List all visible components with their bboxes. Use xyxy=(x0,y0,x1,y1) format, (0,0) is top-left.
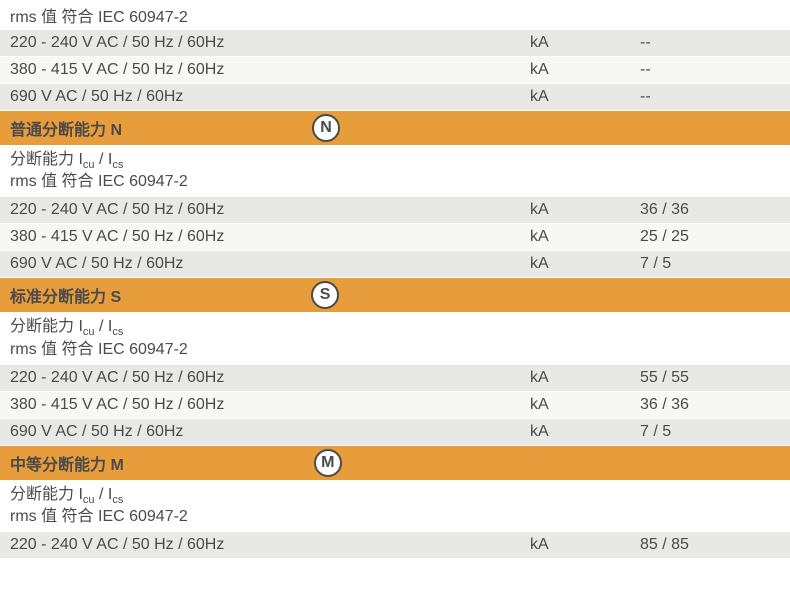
section-title: 中等分断能力 M M xyxy=(10,449,530,477)
row-label: 220 - 240 V AC / 50 Hz / 60Hz xyxy=(10,369,530,387)
row-value: 25 / 25 xyxy=(640,228,780,246)
section-header: 普通分断能力 N N xyxy=(0,111,790,146)
subscript: cs xyxy=(112,494,123,506)
breaking-capacity-label: 分断能力 Icu / Ics xyxy=(10,150,780,172)
row-unit: kA xyxy=(530,61,640,79)
row-label: 220 - 240 V AC / 50 Hz / 60Hz xyxy=(10,536,530,554)
row-unit: kA xyxy=(530,423,640,441)
row-unit: kA xyxy=(530,536,640,554)
row-unit: kA xyxy=(530,228,640,246)
section-subheader: 分断能力 Icu / Icsrms 值 符合 IEC 60947-2 xyxy=(0,481,790,532)
table-row: 380 - 415 V AC / 50 Hz / 60HzkA-- xyxy=(0,57,790,84)
section-title-text: 标准分断能力 S xyxy=(10,283,121,307)
row-label: 690 V AC / 50 Hz / 60Hz xyxy=(10,255,530,273)
row-value: 7 / 5 xyxy=(640,255,780,273)
section-header: 标准分断能力 S S xyxy=(0,278,790,313)
table-row: 220 - 240 V AC / 50 Hz / 60HzkA85 / 85 xyxy=(0,532,790,559)
row-unit: kA xyxy=(530,396,640,414)
row-unit: kA xyxy=(530,369,640,387)
row-label: 380 - 415 V AC / 50 Hz / 60Hz xyxy=(10,61,530,79)
row-label: 690 V AC / 50 Hz / 60Hz xyxy=(10,423,530,441)
section-header: 中等分断能力 M M xyxy=(0,446,790,481)
badge-icon: N xyxy=(312,114,340,142)
row-value: -- xyxy=(640,61,780,79)
rms-standard-label: rms 值 符合 IEC 60947-2 xyxy=(10,507,780,528)
subscript: cs xyxy=(112,326,123,338)
row-unit: kA xyxy=(530,255,640,273)
section-title: 标准分断能力 S S xyxy=(10,281,530,309)
table-row: 380 - 415 V AC / 50 Hz / 60HzkA36 / 36 xyxy=(0,392,790,419)
breaking-capacity-label: 分断能力 Icu / Ics xyxy=(10,317,780,339)
row-value: 36 / 36 xyxy=(640,201,780,219)
badge-icon: M xyxy=(314,449,342,477)
section-subheader: 分断能力 Icu / Icsrms 值 符合 IEC 60947-2 xyxy=(0,313,790,364)
row-value: 7 / 5 xyxy=(640,423,780,441)
table-row: 380 - 415 V AC / 50 Hz / 60HzkA25 / 25 xyxy=(0,224,790,251)
table-row: 220 - 240 V AC / 50 Hz / 60HzkA55 / 55 xyxy=(0,365,790,392)
section-subheader: 分断能力 Icu / Icsrms 值 符合 IEC 60947-2 xyxy=(0,146,790,197)
rms-standard-label: rms 值 符合 IEC 60947-2 xyxy=(10,340,780,361)
section-title: 普通分断能力 N N xyxy=(10,114,530,142)
table-row: 690 V AC / 50 Hz / 60HzkA7 / 5 xyxy=(0,419,790,446)
row-value: 55 / 55 xyxy=(640,369,780,387)
row-value: 85 / 85 xyxy=(640,536,780,554)
row-unit: kA xyxy=(530,34,640,52)
table-row: 220 - 240 V AC / 50 Hz / 60HzkA36 / 36 xyxy=(0,197,790,224)
section-title-text: 中等分断能力 M xyxy=(10,451,124,475)
row-label: 690 V AC / 50 Hz / 60Hz xyxy=(10,88,530,106)
row-label: 220 - 240 V AC / 50 Hz / 60Hz xyxy=(10,201,530,219)
table-row: 690 V AC / 50 Hz / 60HzkA-- xyxy=(0,84,790,111)
rms-standard-label: rms 值 符合 IEC 60947-2 xyxy=(10,172,780,193)
table-row: 690 V AC / 50 Hz / 60HzkA7 / 5 xyxy=(0,251,790,278)
subscript: cu xyxy=(83,159,95,171)
table-row: 220 - 240 V AC / 50 Hz / 60HzkA-- xyxy=(0,30,790,57)
row-value: -- xyxy=(640,34,780,52)
top-rms-label: rms 值 符合 IEC 60947-2 xyxy=(0,0,790,30)
row-label: 380 - 415 V AC / 50 Hz / 60Hz xyxy=(10,396,530,414)
row-unit: kA xyxy=(530,201,640,219)
row-value: -- xyxy=(640,88,780,106)
row-unit: kA xyxy=(530,88,640,106)
row-label: 380 - 415 V AC / 50 Hz / 60Hz xyxy=(10,228,530,246)
spec-table: rms 值 符合 IEC 60947-2220 - 240 V AC / 50 … xyxy=(0,0,790,559)
row-value: 36 / 36 xyxy=(640,396,780,414)
subscript: cu xyxy=(83,494,95,506)
section-title-text: 普通分断能力 N xyxy=(10,116,122,140)
subscript: cu xyxy=(83,326,95,338)
breaking-capacity-label: 分断能力 Icu / Ics xyxy=(10,485,780,507)
badge-icon: S xyxy=(311,281,339,309)
subscript: cs xyxy=(112,159,123,171)
row-label: 220 - 240 V AC / 50 Hz / 60Hz xyxy=(10,34,530,52)
